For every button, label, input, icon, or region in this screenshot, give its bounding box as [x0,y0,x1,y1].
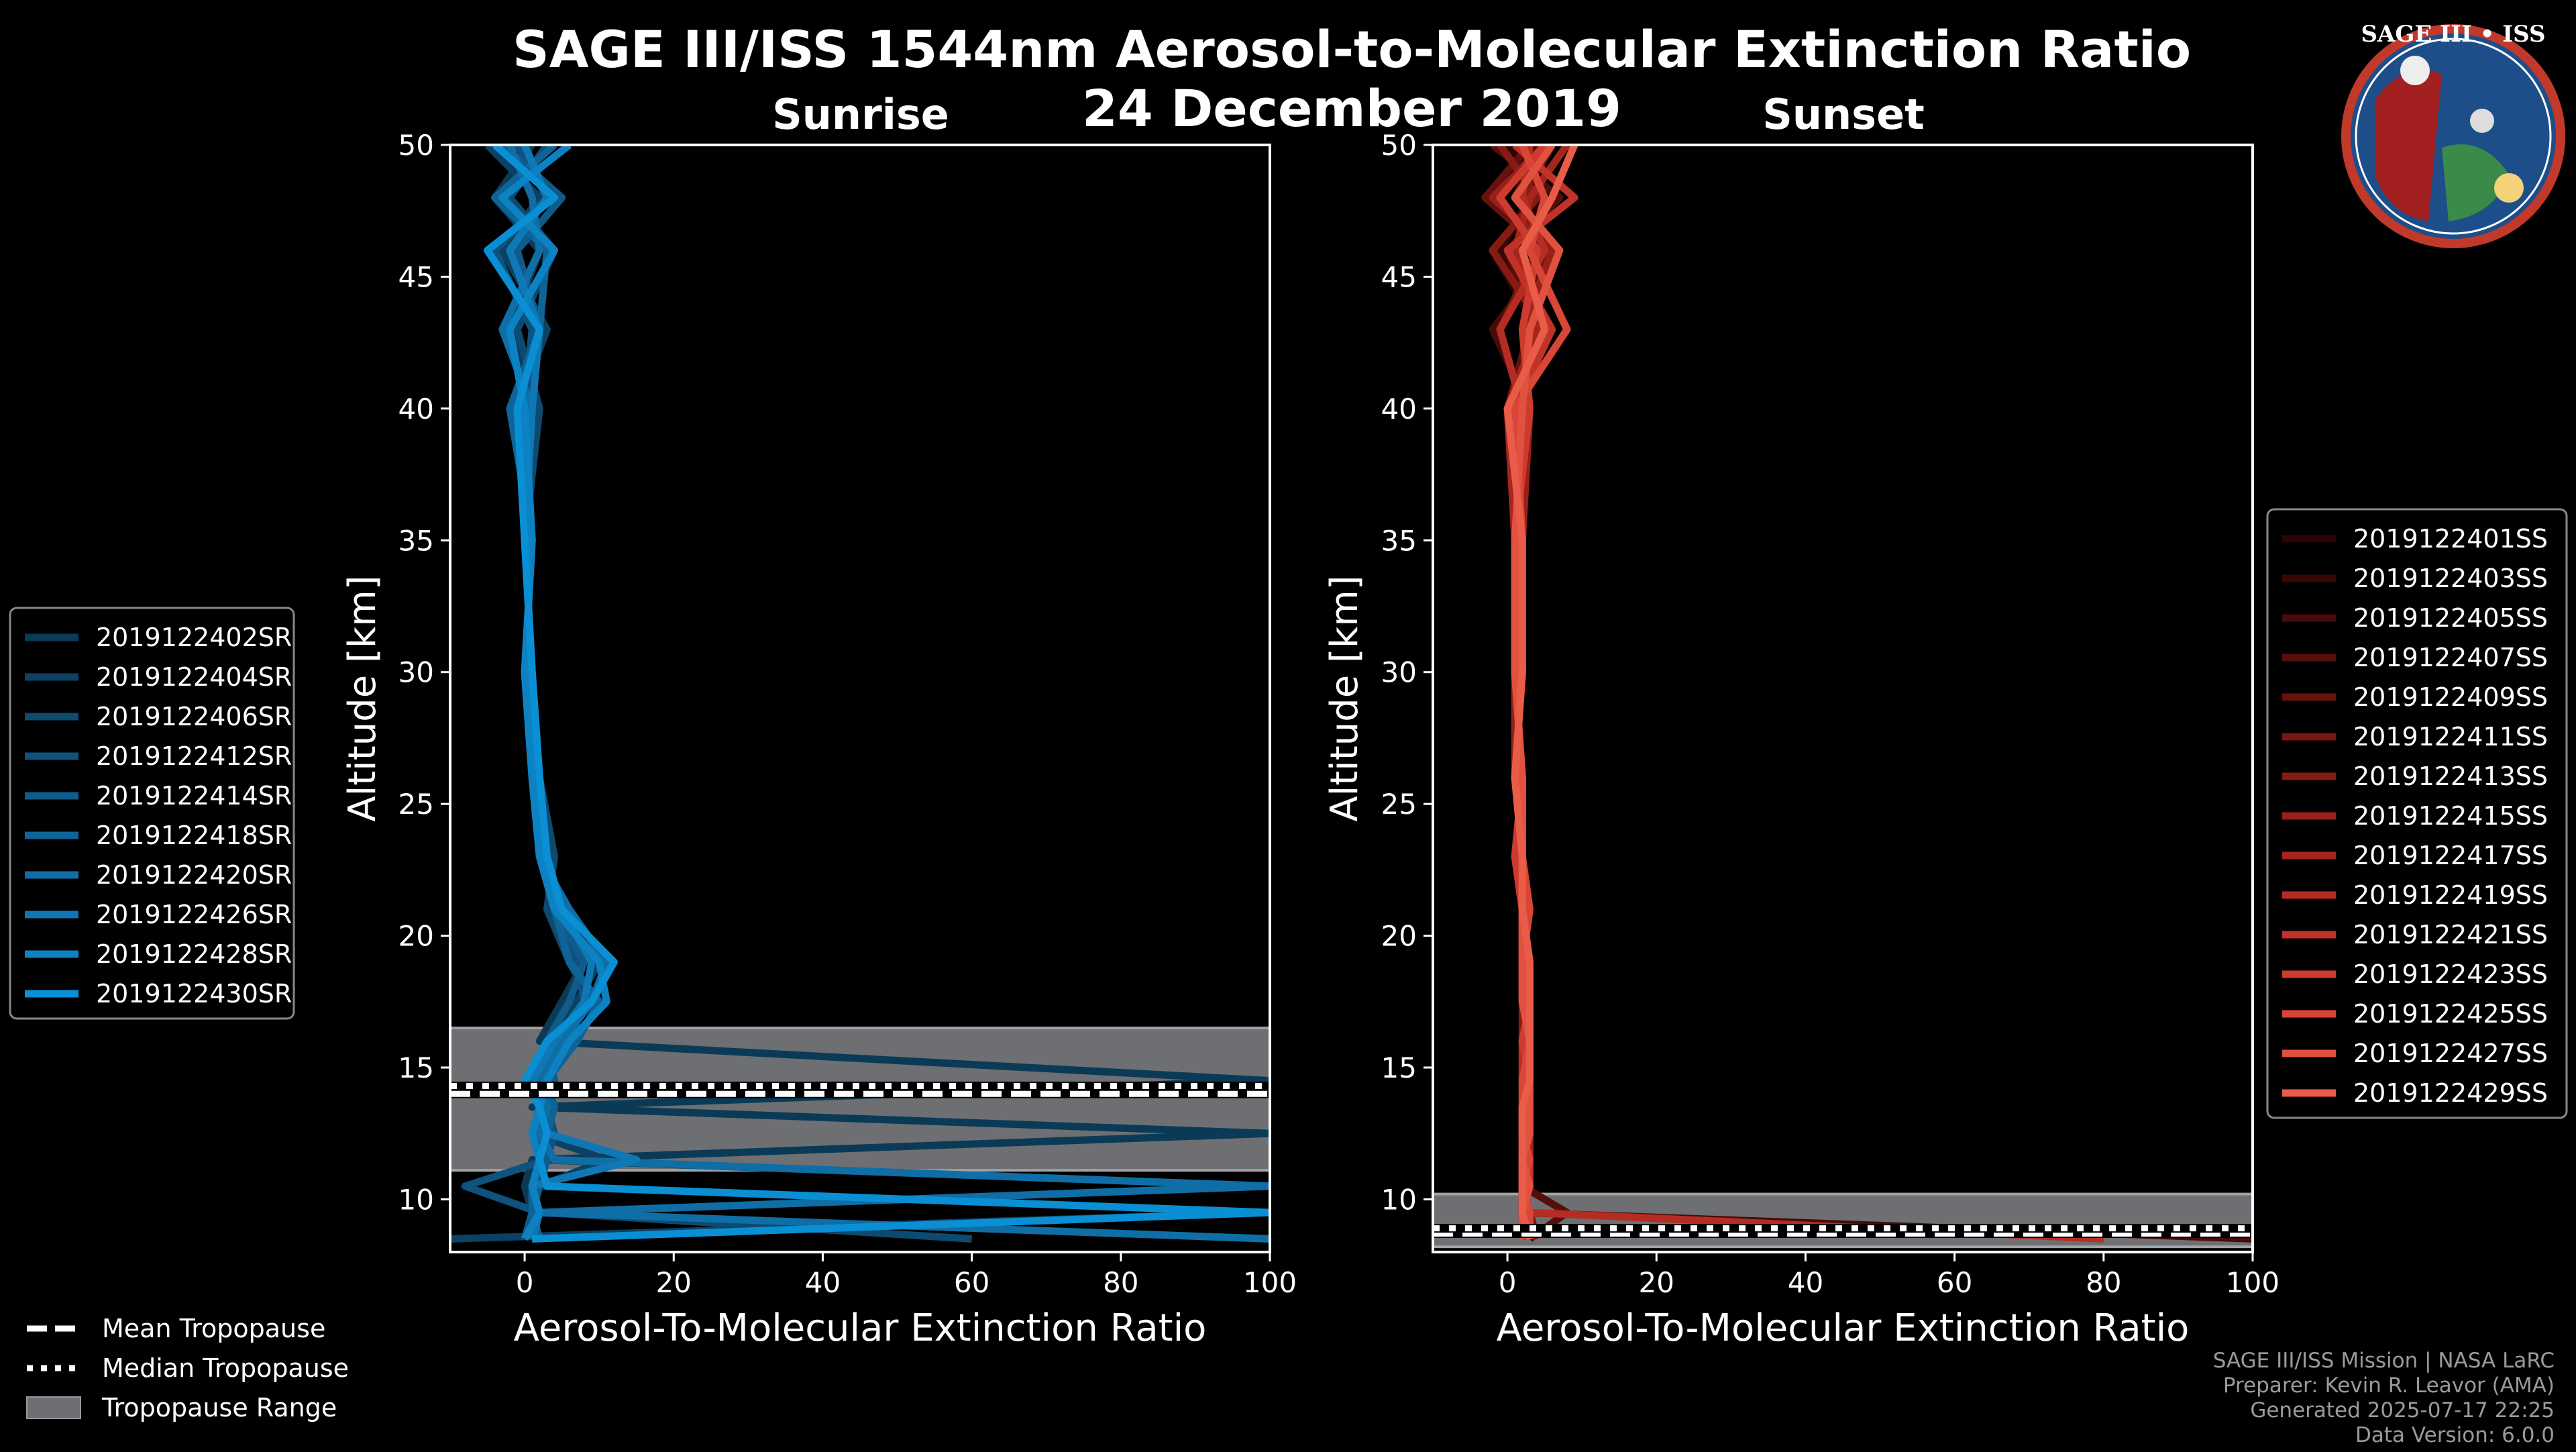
y-axis-label: Altitude [km] [341,575,384,821]
legend-entry: 2019122414SR [96,781,292,811]
axes-frame [1432,144,2254,1253]
x-tick-label: 100 [2226,1266,2279,1299]
panel-title: Sunrise [772,90,949,139]
x-tick-label: 60 [1937,1266,1972,1299]
legend-entry: 2019122419SS [2353,880,2548,910]
legend-entry: 2019122420SR [96,860,292,890]
legend-entry: 2019122421SS [2353,920,2548,949]
x-axis-label: Aerosol-To-Molecular Extinction Ratio [1497,1306,2190,1350]
legend-entry: 2019122409SS [2353,682,2548,712]
footer-line: Preparer: Kevin R. Leavor (AMA) [2223,1373,2555,1398]
y-tick-label: 35 [1381,524,1417,557]
y-axis-label: Altitude [km] [1323,575,1366,821]
tropopause-legend: Mean Tropopause Median Tropopause Tropop… [26,1314,349,1422]
legend-entry: 2019122430SR [96,979,292,1008]
y-tick-label: 15 [1381,1051,1417,1084]
figure-date: 24 December 2019 [1082,79,1621,138]
y-tick-label: 40 [1381,393,1417,425]
legend-tropopause-range: Tropopause Range [101,1393,337,1422]
footer-line: Data Version: 6.0.0 [2355,1423,2555,1447]
legend-entry: 2019122404SR [96,662,292,692]
legend-entry: 2019122406SR [96,702,292,731]
x-tick-label: 60 [954,1266,989,1299]
legend-entry: 2019122417SS [2353,841,2548,870]
y-tick-label: 30 [1381,656,1417,689]
y-tick-label: 25 [1381,788,1417,821]
x-tick-label: 80 [1103,1266,1138,1299]
chart-panel-sunset: 0 20 40 60 80 100 10 15 20 25 30 35 40 45 50 Aerosol-To… [1323,90,2568,1350]
y-tick-label: 45 [1381,260,1417,293]
logo-text: SAGE III • ISS [2361,21,2545,48]
x-tick-label: 20 [656,1266,692,1299]
footer-line: SAGE III/ISS Mission | NASA LaRC [2213,1349,2555,1373]
x-tick-label: 0 [1499,1266,1517,1299]
sage-iii-iss-logo: SAGE III • ISS [2341,21,2565,248]
y-tick-label: 35 [398,524,434,557]
y-tick-label: 50 [398,129,434,162]
profile-line-2019122430SR [484,145,1270,1243]
x-tick-label: 20 [1639,1266,1674,1299]
x-tick-label: 40 [1788,1266,1823,1299]
y-tick-label: 25 [398,788,434,821]
y-tick-label: 10 [398,1183,434,1216]
legend-entry: 2019122405SS [2353,603,2548,633]
legend-entry: 2019122411SS [2353,722,2548,751]
panel-title: Sunset [1762,90,1925,139]
profile-line-2019122429SS [1503,145,1578,1240]
legend-entry: 2019122423SS [2353,960,2548,989]
legend-entry: 2019122412SR [96,741,292,771]
x-tick-label: 0 [516,1266,534,1299]
legend-entry: 2019122425SS [2353,999,2548,1029]
y-tick-label: 15 [398,1051,434,1084]
legend-entry: 2019122426SR [96,900,292,929]
legend-entry: 2019122427SS [2353,1039,2548,1068]
y-tick-label: 20 [1381,920,1417,953]
profile-line-2019122405SS [1489,145,2253,1243]
legend-entry: 2019122413SS [2353,762,2548,791]
x-tick-label: 40 [805,1266,841,1299]
x-tick-label: 80 [2086,1266,2121,1299]
y-tick-label: 50 [1381,129,1417,162]
y-tick-label: 10 [1381,1183,1417,1216]
legend-sunrise: 2019122402SR 2019122404SR 2019122406SR 2019… [9,607,295,1020]
legend-sunset: 2019122401SS 2019122403SS 2019122405SS 2019… [2266,508,2568,1119]
chart-panel-sunrise: 0 20 40 60 80 100 10 15 20 25 30 35 40 45 50 Aerosol-To… [9,90,1297,1350]
legend-entry: 2019122415SS [2353,801,2548,831]
x-tick-label: 100 [1243,1266,1297,1299]
legend-median-tropopause: Median Tropopause [102,1353,349,1383]
figure-title: SAGE III/ISS 1544nm Aerosol-to-Molecular… [513,19,2191,79]
axes-frame [449,144,1271,1253]
y-tick-label: 20 [398,920,434,953]
legend-entry: 2019122401SS [2353,524,2548,554]
legend-entry: 2019122403SS [2353,564,2548,593]
y-tick-label: 40 [398,393,434,425]
x-axis-label: Aerosol-To-Molecular Extinction Ratio [514,1306,1207,1350]
footer-line: Generated 2025-07-17 22:25 [2250,1398,2555,1422]
legend-entry: 2019122428SR [96,939,292,969]
legend-mean-tropopause: Mean Tropopause [102,1314,325,1343]
y-tick-label: 45 [398,260,434,293]
profile-line-2019122419SS [1496,145,2104,1243]
y-tick-label: 30 [398,656,434,689]
legend-entry: 2019122402SR [96,623,292,652]
legend-entry: 2019122418SR [96,821,292,850]
legend-entry: 2019122429SS [2353,1078,2548,1108]
footer: SAGE III/ISS Mission | NASA LaRC Prepare… [2213,1349,2555,1447]
legend-entry: 2019122407SS [2353,643,2548,672]
